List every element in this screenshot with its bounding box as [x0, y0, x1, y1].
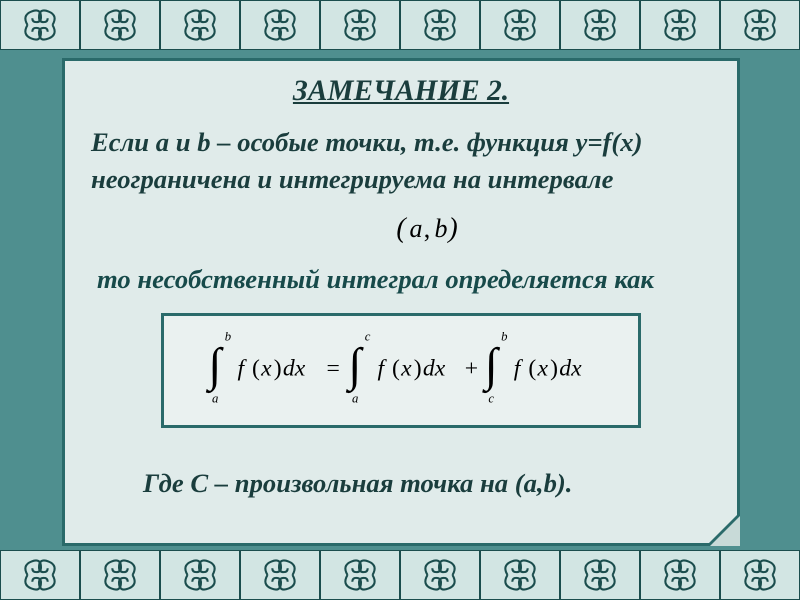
svg-text:∫: ∫ [205, 339, 224, 393]
paragraph-3: Где С – произвольная точка на (a,b). [91, 468, 711, 499]
ornament-cell [640, 550, 720, 600]
ornament-cell [640, 0, 720, 50]
para1-mid: – особые точки, т.е. функция [211, 127, 576, 157]
svg-text:f: f [514, 355, 524, 381]
paragraph-2: то несобственный интеграл определяется к… [91, 264, 711, 295]
interval-expression: ( a , b ) [91, 207, 711, 252]
ornament-cell [240, 0, 320, 50]
para1-post: неограничена и интегрируема на интервале [91, 164, 613, 194]
svg-text:f: f [377, 355, 387, 381]
svg-text:): ) [446, 213, 457, 244]
svg-text:(: ( [396, 213, 407, 244]
side-bg-left [0, 50, 50, 550]
svg-text:dx: dx [559, 355, 582, 381]
interval-svg: ( a , b ) [341, 207, 461, 247]
corner-fold-icon [706, 512, 740, 546]
ornament-cell [80, 0, 160, 50]
int2-lower: a [352, 391, 358, 405]
ornament-cell [560, 550, 640, 600]
formula-box: ∫ a b f ( x ) dx = ∫ a c f ( x [161, 313, 641, 428]
ornament-cell [320, 0, 400, 50]
svg-text:+: + [465, 355, 478, 381]
side-bg-right [750, 50, 800, 550]
svg-text:): ) [414, 355, 422, 381]
para1-pre: Если [91, 127, 156, 157]
ornament-cell [400, 0, 480, 50]
para1-ab: а и b [156, 127, 211, 157]
svg-text:dx: dx [283, 355, 306, 381]
para1-fn: y=f(x) [576, 127, 643, 157]
svg-text:∫: ∫ [345, 339, 364, 393]
formula-svg: ∫ a b f ( x ) dx = ∫ a c f ( x [192, 328, 610, 408]
svg-text:f: f [237, 355, 247, 381]
ornament-cell [240, 550, 320, 600]
svg-text:(: ( [252, 355, 260, 381]
ornament-cell [720, 550, 800, 600]
ornament-cell [160, 550, 240, 600]
ornament-cell [560, 0, 640, 50]
svg-text:x: x [260, 355, 272, 381]
ornament-row-bottom [0, 550, 800, 600]
ornament-cell [0, 550, 80, 600]
int2-upper: c [365, 329, 371, 343]
title: ЗАМЕЧАНИЕ 2. [91, 75, 711, 108]
svg-text:,: , [424, 214, 431, 243]
ornament-cell [720, 0, 800, 50]
paragraph-1: Если а и b – особые точки, т.е. функция … [91, 124, 711, 199]
svg-text:): ) [274, 355, 282, 381]
svg-text:(: ( [528, 355, 536, 381]
svg-text:=: = [326, 355, 339, 381]
svg-text:b: b [435, 214, 448, 243]
ornament-cell [0, 0, 80, 50]
svg-text:x: x [536, 355, 548, 381]
svg-text:): ) [550, 355, 558, 381]
ornament-cell [320, 550, 400, 600]
svg-text:(: ( [392, 355, 400, 381]
slide: ЗАМЕЧАНИЕ 2. Если а и b – особые точки, … [0, 0, 800, 600]
int3-lower: c [488, 391, 494, 405]
ornament-row-top [0, 0, 800, 50]
ornament-cell [480, 0, 560, 50]
svg-text:dx: dx [423, 355, 446, 381]
ornament-cell [160, 0, 240, 50]
int3-upper: b [501, 329, 507, 343]
svg-text:x: x [400, 355, 412, 381]
svg-text:a: a [410, 214, 423, 243]
int1-lower: a [212, 391, 218, 405]
ornament-cell [480, 550, 560, 600]
int1-upper: b [225, 329, 231, 343]
ornament-cell [400, 550, 480, 600]
ornament-cell [80, 550, 160, 600]
content-panel: ЗАМЕЧАНИЕ 2. Если а и b – особые точки, … [62, 58, 740, 546]
svg-text:∫: ∫ [482, 339, 501, 393]
